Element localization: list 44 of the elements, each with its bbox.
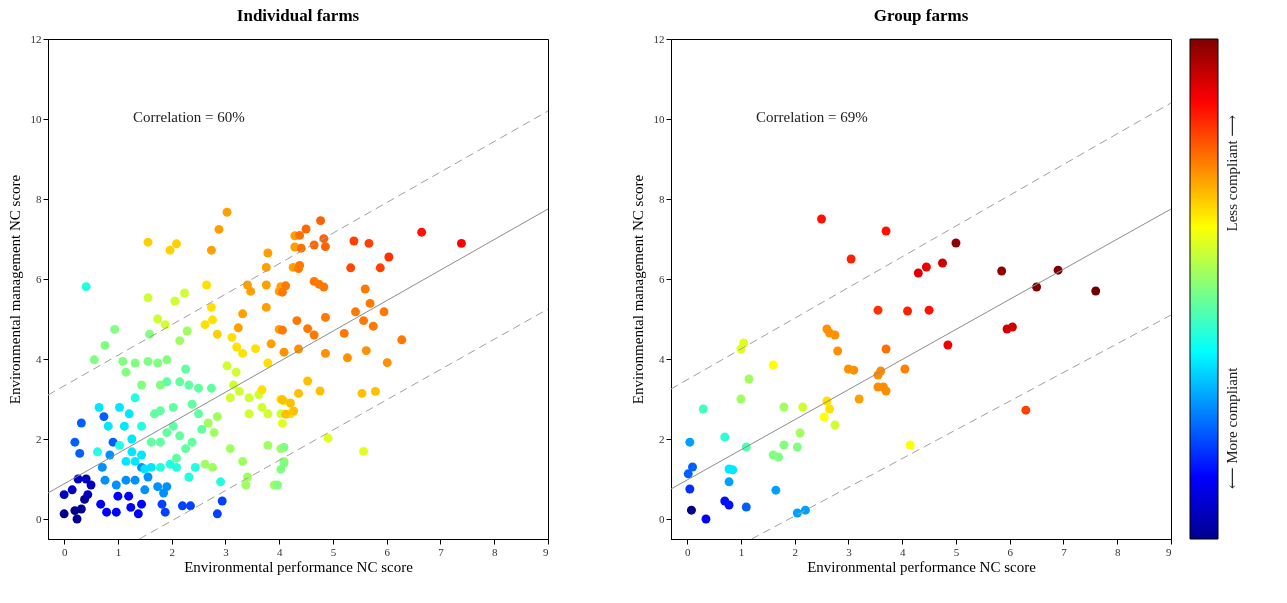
x-tick-label: 5 bbox=[330, 545, 337, 558]
y-tick-label: 4 bbox=[36, 352, 42, 365]
y-tick-label: 6 bbox=[659, 272, 665, 285]
x-tick-label: 0 bbox=[684, 545, 691, 558]
y-tick-label: 8 bbox=[659, 192, 665, 205]
x-tick-label: 1 bbox=[738, 545, 745, 558]
x-tick-label: 6 bbox=[1007, 545, 1014, 558]
x-tick-label: 8 bbox=[491, 545, 498, 558]
y-tick-label: 8 bbox=[36, 192, 42, 205]
y-tick-label: 0 bbox=[659, 512, 665, 525]
x-tick-label: 3 bbox=[846, 545, 853, 558]
x-axis-title: Environmental performance NC score bbox=[807, 558, 1037, 575]
y-tick-label: 4 bbox=[659, 352, 665, 365]
y-tick-label: 0 bbox=[36, 512, 42, 525]
text: Less compliant ⟶ bbox=[1224, 115, 1240, 232]
x-tick-label: 2 bbox=[169, 545, 175, 558]
x-tick-label: 4 bbox=[899, 545, 906, 558]
y-axis-title: Environmental management NC score bbox=[629, 174, 646, 405]
y-tick-label: 10 bbox=[30, 112, 42, 125]
y-tick-label: 12 bbox=[30, 32, 42, 45]
x-tick-label: 6 bbox=[384, 545, 391, 558]
x-tick-label: 9 bbox=[543, 545, 549, 558]
text: ⟵ More compliant bbox=[1224, 366, 1240, 489]
x-tick-label: 0 bbox=[61, 545, 68, 558]
x-tick-label: 3 bbox=[223, 545, 230, 558]
y-tick-label: 6 bbox=[36, 272, 42, 285]
x-tick-label: 1 bbox=[115, 545, 122, 558]
x-tick-label: 7 bbox=[438, 545, 445, 558]
x-tick-label: 8 bbox=[1114, 545, 1121, 558]
y-tick-label: 10 bbox=[653, 112, 665, 125]
y-tick-label: 12 bbox=[653, 32, 665, 45]
chart-title: Group farms bbox=[873, 6, 969, 25]
y-tick-label: 2 bbox=[659, 432, 665, 445]
x-tick-label: 2 bbox=[792, 545, 798, 558]
annotation: Correlation = 69% bbox=[756, 108, 868, 125]
x-axis-title: Environmental performance NC score bbox=[184, 558, 414, 575]
x-tick-label: 5 bbox=[953, 545, 960, 558]
chart-title: Individual farms bbox=[236, 6, 360, 25]
y-axis-title: Environmental management NC score bbox=[6, 174, 23, 405]
x-tick-label: 4 bbox=[276, 545, 283, 558]
y-tick-label: 2 bbox=[36, 432, 42, 445]
x-tick-label: 7 bbox=[1061, 545, 1068, 558]
x-tick-label: 9 bbox=[1166, 545, 1172, 558]
annotation: Correlation = 60% bbox=[133, 108, 245, 125]
